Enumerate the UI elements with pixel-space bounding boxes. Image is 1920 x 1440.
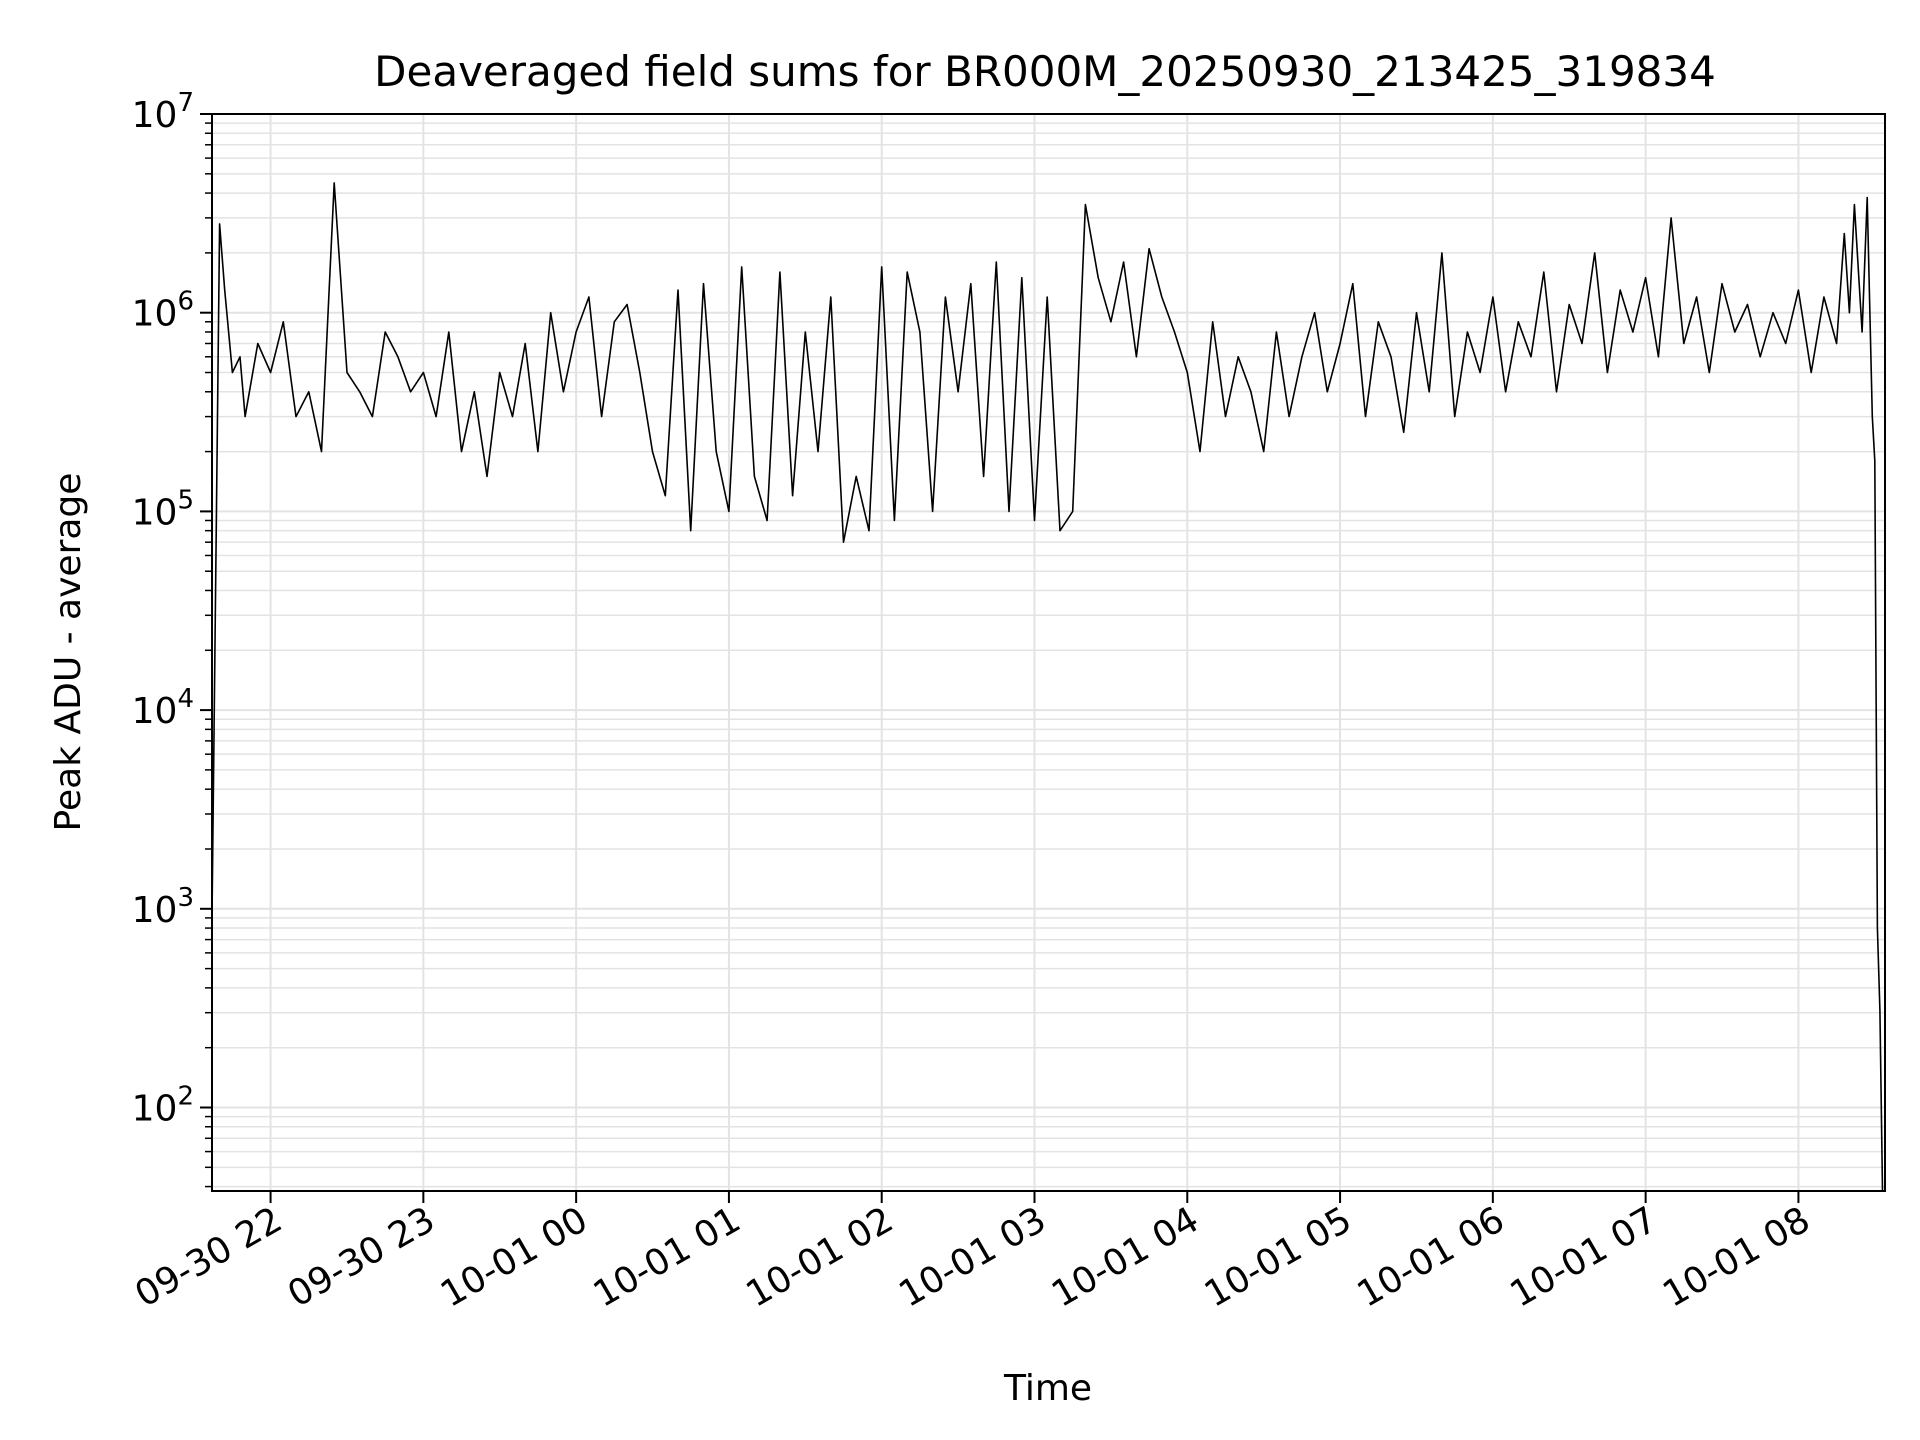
chart-title: Deaveraged field sums for BR000M_2025093…	[374, 47, 1716, 96]
data-line-layer	[211, 182, 1884, 1192]
series-line-0	[211, 182, 1884, 1192]
y-tick-label: 102	[132, 1082, 194, 1130]
y-tick-label: 107	[132, 88, 194, 136]
y-tick-label: 104	[132, 684, 194, 732]
y-tick-label: 106	[132, 287, 194, 335]
y-tick-label: 103	[132, 883, 194, 931]
y-axis-ticks: 102 103 104 105 106 107	[132, 88, 212, 1188]
plot-frame	[211, 113, 1886, 1192]
y-axis-label: Peak ADU - average	[48, 473, 89, 832]
y-tick-label: 105	[132, 485, 194, 533]
x-axis-label: Time	[1003, 1368, 1092, 1409]
